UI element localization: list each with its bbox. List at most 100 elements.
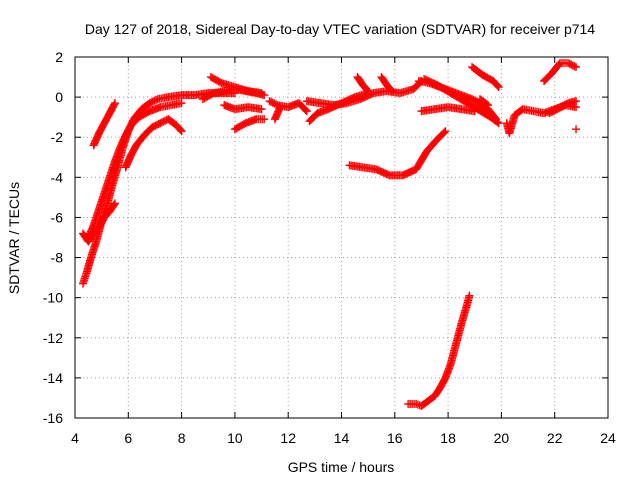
series-arc-8 [220,101,266,114]
data-point [364,87,373,96]
data-point-dense [158,101,174,111]
data-point-dense [271,104,284,122]
x-tick-label: 14 [334,430,350,446]
x-tick-label: 20 [494,430,510,446]
data-point-dense [447,341,460,367]
data-point-dense [338,93,358,107]
data-point-dense [431,385,444,399]
series-arc-21 [476,95,493,110]
data-point-dense [549,60,564,76]
data-point-dense [79,269,91,286]
data-point-dense [296,100,310,115]
data-point [572,97,581,106]
data-point-dense [168,99,184,109]
series-arc-5 [121,115,186,172]
data-point [572,125,581,134]
y-tick-label: -12 [43,330,63,346]
data-point-dense [546,105,560,117]
y-tick-label: 2 [55,49,63,65]
data-point-dense [106,158,119,180]
data-point [441,127,450,136]
series-arc-3 [78,199,119,246]
y-tick-label: -6 [51,209,64,225]
grid [75,57,608,418]
series-arc-14 [353,73,373,96]
y-tick-label: -4 [51,169,64,185]
data-point-dense [474,106,494,121]
series-arc-11 [270,103,285,124]
y-tick-label: 0 [55,89,63,105]
data-point [177,127,186,136]
x-tick-label: 10 [227,430,243,446]
data-point-dense [87,239,100,260]
chart-title: Day 127 of 2018, Sidereal Day-to-day VTE… [85,21,595,37]
data-point [388,87,397,96]
y-tick-label: -10 [43,290,63,306]
data-point-dense [554,99,571,113]
series-arc-25 [540,59,581,86]
data-point-dense [95,190,108,212]
data-point-dense [85,230,97,245]
data-point-dense [457,303,471,327]
data-point-dense [106,200,119,215]
data-point-dense [232,83,251,95]
y-tick-label: -2 [51,129,64,145]
x-tick-label: 6 [124,430,132,446]
data-point-dense [397,85,416,97]
series-arc-4 [89,99,119,150]
series-arc-10 [265,97,311,116]
data-series [78,59,581,410]
x-tick-label: 24 [600,430,616,446]
series-arc-26 [572,125,581,134]
series-arc-9 [230,115,269,134]
series-arc-22 [404,291,474,410]
series-arc-13 [305,89,373,126]
y-tick-label: -16 [43,410,63,426]
x-tick-label: 8 [178,430,186,446]
data-point [110,199,119,208]
data-point [494,119,503,128]
data-point [302,107,311,116]
data-point [257,105,266,114]
series-arc-20 [468,63,503,92]
data-point-dense [378,74,390,88]
data-point [177,99,186,108]
data-point [494,83,503,92]
x-tick-label: 4 [71,430,79,446]
series-arc-7 [206,73,266,98]
x-axis-label: GPS time / hours [288,459,395,475]
series-arc-18 [420,75,503,128]
data-point-dense [325,99,345,113]
data-point [470,107,479,116]
series-arc-19 [417,103,479,116]
data-point [110,99,119,108]
data-point [572,63,581,72]
data-point [465,291,474,300]
data-point-dense [133,132,148,148]
data-point-dense [267,97,280,109]
x-tick-label: 12 [280,430,296,446]
data-point [257,89,266,98]
data-point [260,115,269,124]
data-point-dense [95,120,108,136]
data-point-dense [531,107,547,117]
data-point-dense [434,128,449,143]
y-tick-label: -14 [43,370,63,386]
series-arc-15 [377,73,397,96]
x-tick-label: 16 [387,430,403,446]
data-point-dense [434,81,454,97]
data-point [484,101,493,110]
data-point-dense [490,78,502,90]
axis-ticks: 4 6 8 10 12 14 16 18 20 22 2420-2-4-6-8-10-12-14-1… [43,49,616,446]
data-point [276,103,285,112]
data-point-dense [83,255,95,275]
series-arc-16 [345,127,450,180]
data-point-dense [373,165,392,179]
data-point-dense [208,73,225,87]
data-point-dense [136,108,153,121]
series-arc-24 [545,97,581,118]
x-tick-label: 22 [547,430,563,446]
y-axis-label: SDTVAR / TECUs [6,182,22,294]
data-point-dense [106,100,119,116]
